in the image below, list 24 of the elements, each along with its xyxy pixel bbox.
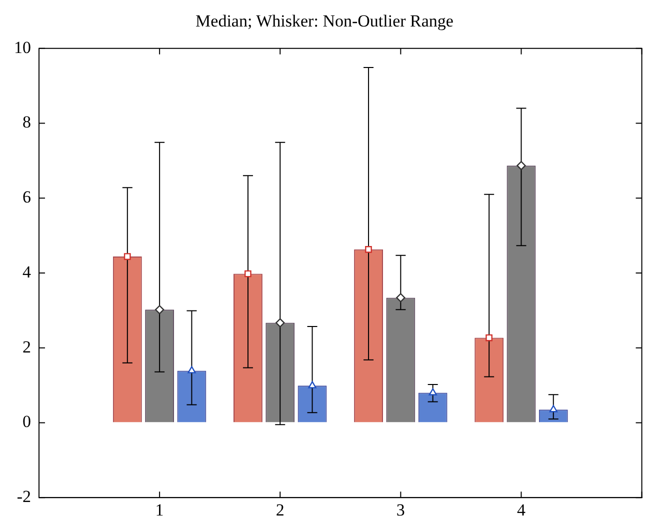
- x-tick-label: 3: [396, 500, 405, 520]
- point: [124, 253, 131, 260]
- y-tick-label: 6: [22, 188, 31, 207]
- y-tick-label: 2: [22, 337, 31, 356]
- point: [244, 270, 252, 278]
- point: [428, 388, 437, 396]
- point: [276, 318, 285, 328]
- y-tick-label: 10: [14, 38, 31, 57]
- point: [516, 160, 526, 170]
- point: [396, 293, 406, 302]
- point: [549, 405, 558, 412]
- point: [308, 381, 316, 388]
- y-tick-label: -2: [16, 487, 31, 506]
- x-tick-label: 2: [276, 500, 284, 520]
- y-tick-label: 0: [22, 412, 31, 432]
- point: [188, 366, 196, 374]
- y-tick-label: 4: [22, 262, 32, 282]
- point: [486, 334, 492, 342]
- point: [154, 305, 164, 314]
- point: [365, 246, 372, 253]
- chart-title: Median; Whisker: Non-Outlier Range: [196, 12, 454, 31]
- x-tick-label: 1: [155, 500, 164, 520]
- x-tick-label: 4: [516, 500, 526, 520]
- y-tick-label: 8: [22, 112, 31, 132]
